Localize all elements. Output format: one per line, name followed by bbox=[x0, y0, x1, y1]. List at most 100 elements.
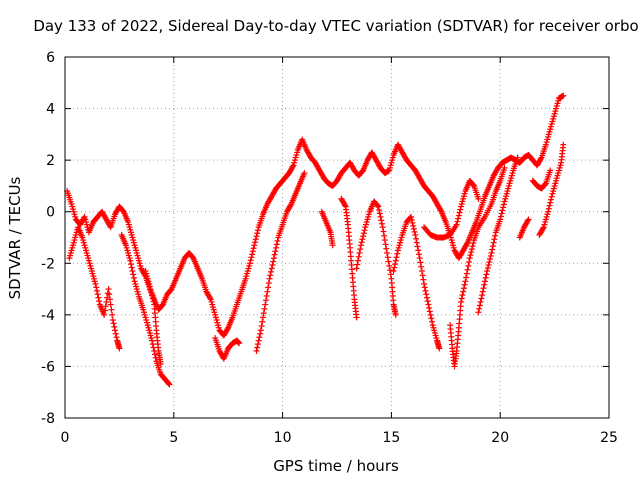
y-axis-label: SDTVAR / TECUs bbox=[6, 176, 24, 299]
data-point-arc-11 bbox=[475, 195, 482, 202]
data-point-arc-10 bbox=[409, 219, 416, 226]
data-point-arc-9 bbox=[353, 265, 360, 272]
data-point-arc-13 bbox=[500, 204, 507, 211]
data-point-arc-1 bbox=[560, 92, 567, 99]
y-tick-labels: -8 -6 -4 -2 0 2 4 6 bbox=[41, 50, 55, 427]
data-point-arc-13 bbox=[489, 243, 496, 250]
data-point-arc-10 bbox=[423, 294, 430, 301]
data-point-arc-12 bbox=[464, 266, 471, 273]
data-point-arc-9 bbox=[360, 233, 367, 240]
data-point-arc-10 bbox=[390, 268, 397, 275]
data-point-arc-10 bbox=[426, 308, 433, 315]
y-tick-label: 2 bbox=[46, 153, 55, 169]
data-point-arc-2 bbox=[95, 294, 102, 301]
data-point-arc-13 bbox=[475, 309, 482, 316]
data-point-arc-2 bbox=[93, 284, 100, 291]
plot-frame bbox=[64, 56, 610, 419]
data-point-arc-2 bbox=[116, 345, 123, 352]
data-point-arc-13 bbox=[500, 201, 507, 208]
data-point-arc-15 bbox=[548, 193, 555, 200]
data-point-arc-9 bbox=[376, 206, 383, 213]
data-point-arc-9 bbox=[381, 232, 388, 239]
data-point-arc-10 bbox=[410, 222, 417, 229]
data-point-arc-1 bbox=[254, 227, 261, 234]
data-point-arc-4 bbox=[157, 360, 164, 367]
data-point-arc-1 bbox=[247, 257, 254, 264]
data-point-arc-11 bbox=[470, 182, 477, 189]
data-point-arc-6 bbox=[274, 237, 281, 244]
data-point-arc-13 bbox=[489, 246, 496, 253]
data-point-arc-2 bbox=[111, 323, 118, 330]
data-point-arc-13 bbox=[476, 302, 483, 309]
data-point-arc-10 bbox=[422, 287, 429, 294]
data-point-arc-9 bbox=[359, 236, 366, 243]
data-point-arc-6 bbox=[254, 341, 261, 348]
data-point-arc-9 bbox=[358, 239, 365, 246]
data-point-arc-6 bbox=[257, 327, 264, 334]
data-point-arc-6 bbox=[255, 337, 262, 344]
data-point-arc-9 bbox=[379, 224, 386, 231]
data-point-arc-4 bbox=[146, 283, 153, 290]
data-point-arc-10 bbox=[392, 257, 399, 264]
data-point-arc-3 bbox=[130, 271, 137, 278]
y-tick-label: 0 bbox=[46, 205, 55, 221]
data-point-arc-16 bbox=[542, 181, 549, 188]
data-point-arc-9 bbox=[378, 217, 385, 224]
data-point-arc-2 bbox=[109, 311, 116, 318]
data-point-arc-10 bbox=[418, 263, 425, 270]
data-point-arc-15 bbox=[546, 202, 553, 209]
data-point-arc-1 bbox=[249, 251, 256, 258]
data-point-arc-9 bbox=[385, 258, 392, 265]
data-point-arc-2 bbox=[106, 296, 113, 303]
data-point-arc-6 bbox=[287, 202, 294, 209]
data-point-arc-13 bbox=[478, 295, 485, 302]
data-point-arc-10 bbox=[429, 318, 436, 325]
x-tick-label: 15 bbox=[382, 430, 400, 446]
data-point-arc-1 bbox=[252, 239, 259, 246]
data-point-arc-12 bbox=[462, 278, 469, 285]
data-point-arc-6 bbox=[261, 305, 268, 312]
data-point-arc-2 bbox=[105, 286, 112, 293]
data-point-arc-11 bbox=[453, 221, 460, 228]
data-point-arc-3 bbox=[127, 257, 134, 264]
data-point-arc-13 bbox=[498, 210, 505, 217]
data-point-arc-9 bbox=[381, 237, 388, 244]
data-point-arc-12 bbox=[459, 292, 466, 299]
data-point-arc-9 bbox=[386, 267, 393, 274]
data-point-arc-13 bbox=[485, 262, 492, 269]
data-point-arc-16 bbox=[547, 167, 554, 174]
data-point-arc-13 bbox=[492, 232, 499, 239]
data-point-arc-6 bbox=[270, 258, 277, 265]
data-point-arc-10 bbox=[420, 276, 427, 283]
data-point-arc-2 bbox=[102, 303, 109, 310]
data-point-arc-10 bbox=[418, 268, 425, 275]
data-point-arc-2 bbox=[113, 334, 120, 341]
data-point-arc-10 bbox=[436, 345, 443, 352]
data-point-arc-13 bbox=[514, 154, 521, 161]
data-point-arc-9 bbox=[376, 210, 383, 217]
data-point-arc-10 bbox=[408, 216, 415, 223]
data-point-arc-1 bbox=[251, 242, 258, 249]
data-point-arc-2 bbox=[103, 298, 110, 305]
data-point-arc-6 bbox=[271, 251, 278, 258]
data-point-arc-9 bbox=[377, 213, 384, 220]
data-point-arc-12 bbox=[470, 240, 477, 247]
data-point-arc-3 bbox=[128, 261, 135, 268]
axis-ticks bbox=[64, 56, 610, 419]
data-point-arc-1 bbox=[207, 295, 214, 302]
data-point-arc-1 bbox=[463, 240, 470, 247]
data-point-arc-10 bbox=[394, 250, 401, 257]
data-point-arc-10 bbox=[411, 228, 418, 235]
data-point-arc-9 bbox=[375, 203, 382, 210]
data-point-arc-12 bbox=[468, 249, 475, 256]
data-point-arc-6 bbox=[260, 314, 267, 321]
data-point-arc-2 bbox=[94, 291, 101, 298]
data-point-arc-3 bbox=[130, 274, 137, 281]
data-point-arc-1 bbox=[253, 233, 260, 240]
data-point-arc-15 bbox=[545, 205, 552, 212]
data-point-arc-2 bbox=[93, 287, 100, 294]
data-point-arc-13 bbox=[487, 255, 494, 262]
data-point-arc-9 bbox=[361, 227, 368, 234]
data-point-arc-6 bbox=[272, 248, 279, 255]
data-point-arc-3 bbox=[165, 380, 172, 387]
